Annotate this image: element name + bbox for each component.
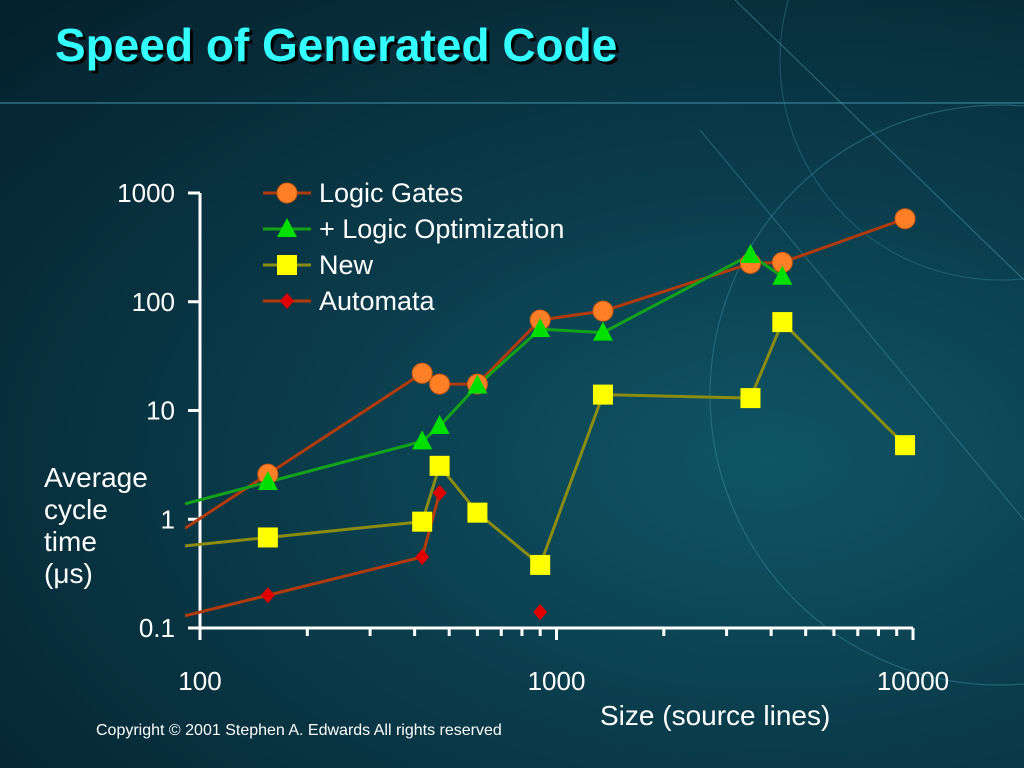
legend-marker bbox=[280, 293, 294, 309]
data-point bbox=[411, 362, 433, 384]
data-point bbox=[412, 430, 433, 450]
data-point bbox=[533, 604, 548, 621]
copyright-notice: Copyright © 2001 Stephen A. Edwards All … bbox=[96, 722, 502, 739]
legend-label: Automata bbox=[319, 286, 436, 316]
data-point bbox=[530, 554, 551, 575]
data-point bbox=[740, 388, 761, 409]
data-point bbox=[772, 312, 793, 333]
data-point bbox=[415, 548, 430, 565]
data-point bbox=[429, 455, 450, 476]
legend-label: + Logic Optimization bbox=[319, 214, 564, 244]
series-line-0 bbox=[185, 217, 906, 530]
y-tick-label: 10 bbox=[146, 396, 175, 426]
data-point bbox=[592, 384, 613, 405]
series-line-2 bbox=[185, 319, 907, 568]
y-axis-label-line: (μs) bbox=[44, 558, 93, 589]
y-axis-label-line: Average bbox=[44, 462, 148, 493]
legend-label: Logic Gates bbox=[319, 178, 463, 208]
data-point bbox=[894, 208, 916, 230]
data-point bbox=[260, 587, 275, 604]
data-point bbox=[467, 374, 488, 394]
y-axis-label-line: cycle bbox=[44, 494, 108, 525]
data-point bbox=[257, 527, 278, 548]
slide-title: Speed of Generated Code bbox=[55, 19, 618, 71]
axes: 0.1 1 10 100 1000 100 1000 10000 bbox=[117, 178, 949, 696]
data-point bbox=[429, 373, 451, 395]
marker-layer bbox=[257, 208, 916, 621]
data-point bbox=[592, 321, 613, 341]
data-point bbox=[592, 300, 614, 322]
y-tick-label: 1 bbox=[161, 504, 175, 534]
x-axis-label: Size (source lines) bbox=[600, 700, 831, 731]
data-point bbox=[257, 471, 278, 491]
legend-label: New bbox=[319, 250, 374, 280]
data-point bbox=[432, 484, 447, 501]
x-tick-label: 1000 bbox=[528, 666, 586, 696]
legend-marker bbox=[277, 218, 297, 237]
series-line-3 bbox=[185, 492, 442, 618]
y-tick-label: 1000 bbox=[117, 178, 175, 208]
x-tick-label: 10000 bbox=[877, 666, 949, 696]
data-point bbox=[530, 318, 551, 338]
legend: Logic Gates + Logic Optimization New Automa… bbox=[263, 178, 564, 316]
data-point bbox=[412, 511, 433, 532]
y-axis-label: Average cycle time (μs) bbox=[44, 462, 184, 590]
y-tick-label: 0.1 bbox=[139, 613, 175, 643]
y-axis-label-line: time bbox=[44, 526, 97, 557]
legend-marker bbox=[277, 255, 297, 275]
y-tick-label: 100 bbox=[132, 287, 175, 317]
x-tick-label: 100 bbox=[178, 666, 221, 696]
decorative-background bbox=[0, 0, 1024, 686]
data-point bbox=[740, 243, 761, 263]
data-point bbox=[467, 502, 488, 523]
legend-marker bbox=[276, 182, 298, 204]
data-point bbox=[429, 415, 450, 435]
data-point bbox=[772, 265, 793, 285]
data-point bbox=[895, 435, 916, 456]
